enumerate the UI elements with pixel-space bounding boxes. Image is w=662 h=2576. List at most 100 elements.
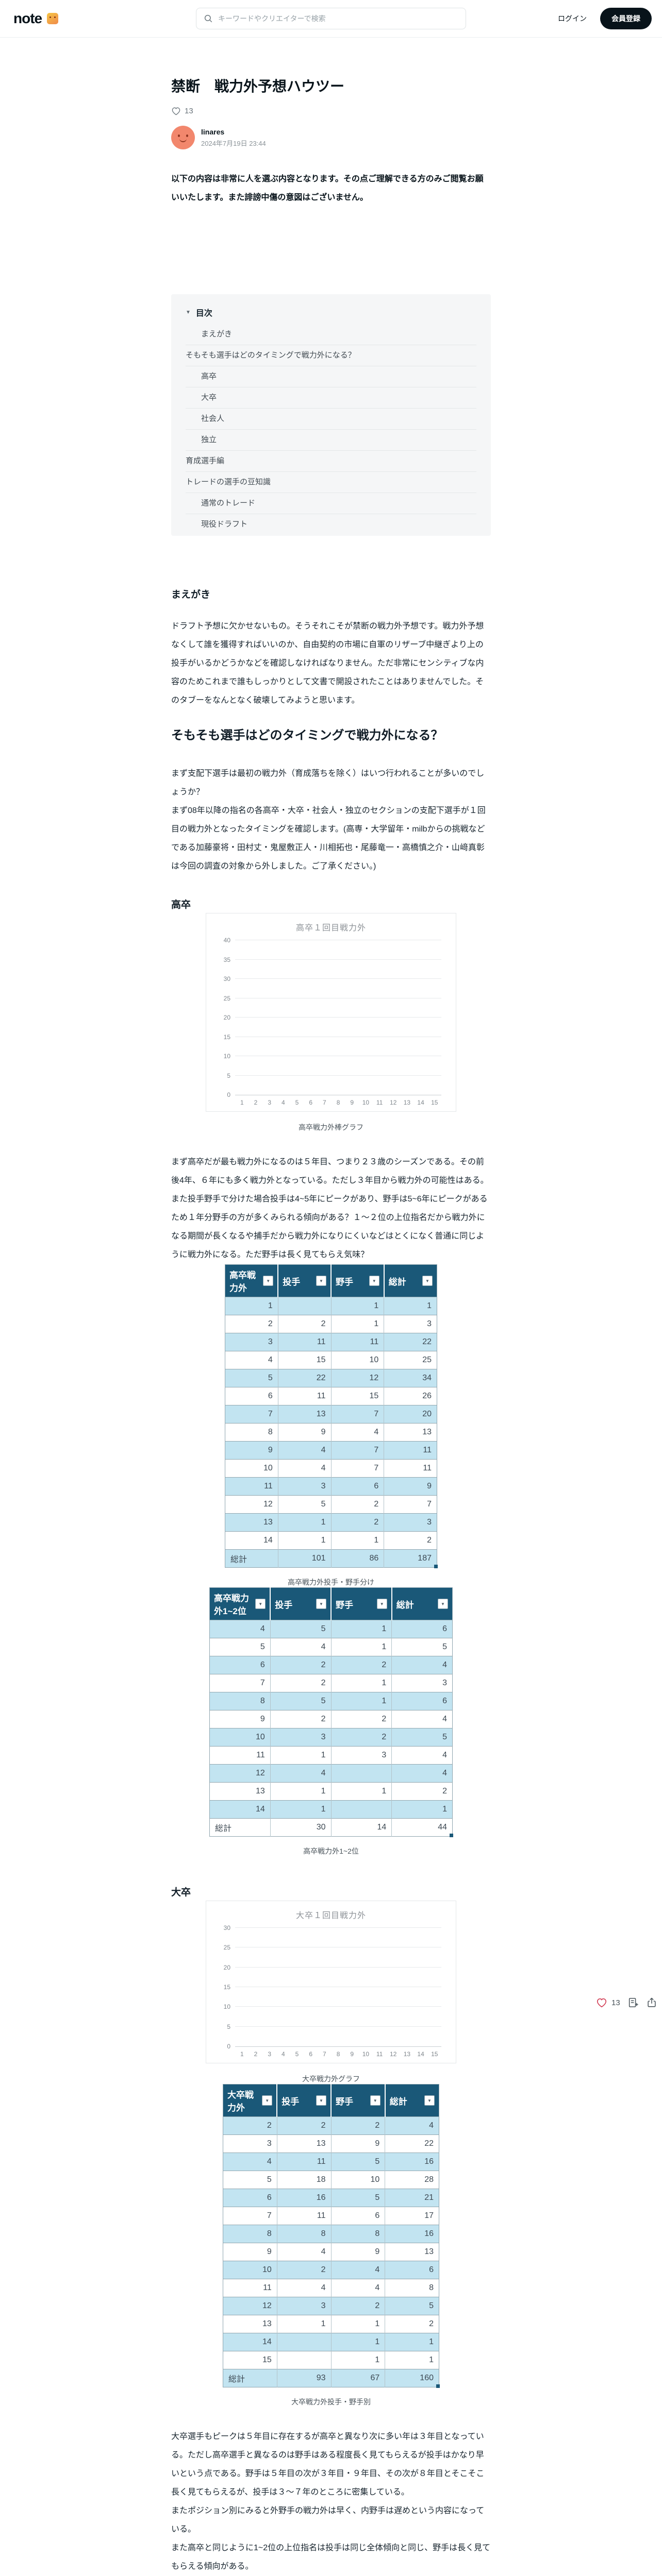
author-name[interactable]: linares: [201, 127, 225, 136]
table-row: 13 1 1 2: [209, 1782, 453, 1801]
table-resize-handle[interactable]: [450, 1834, 453, 1837]
search-input[interactable]: キーワードやクリエイターで検索: [196, 8, 466, 29]
y-axis-tick-label: 10: [223, 1053, 230, 1060]
floating-like-count: 13: [611, 1998, 620, 2007]
column-header: 高卒戦力外: [229, 1270, 256, 1293]
filter-dropdown-icon[interactable]: ▼: [255, 1599, 266, 1609]
share-icon[interactable]: [646, 1997, 657, 2008]
table-row: 13 1 1 2: [223, 2315, 439, 2333]
y-axis-tick-label: 10: [223, 2003, 230, 2011]
like-count: 13: [185, 106, 193, 115]
table-row: 7 13 7 20: [225, 1405, 437, 1423]
paragraph: ドラフト予想に欠かせないもの。そうそれこそが禁断の戦力外予想です。戦力外予想なく…: [171, 622, 484, 705]
table-row: 4 11 5 16: [223, 2153, 439, 2171]
signup-button[interactable]: 会員登録: [600, 8, 652, 29]
filter-dropdown-icon[interactable]: ▼: [422, 1276, 433, 1286]
filter-dropdown-icon[interactable]: ▼: [376, 1599, 387, 1609]
site-header: note キーワードやクリエイターで検索 ログイン 会員登録: [0, 0, 662, 38]
login-link[interactable]: ログイン: [558, 14, 587, 23]
floating-action-bar: 13: [596, 1997, 657, 2008]
table-row: 13 1 2 3: [225, 1513, 437, 1532]
chart-figure: 大卒１回目戦力外 0 5 10 15 20 25 30 1 2 3 4 5 6 7 8 9 10 11 12 13 14 1…: [206, 1901, 456, 2063]
toc-item[interactable]: 現役ドラフト: [201, 520, 248, 529]
paragraph: まず高卒だが最も戦力外になるのは５年目、つまり２３歳のシーズンである。その前後4…: [171, 1158, 489, 1259]
table-row: 6 16 5 21: [223, 2189, 439, 2207]
search-placeholder: キーワードやクリエイターで検索: [218, 14, 326, 23]
column-header: 野手: [336, 1600, 353, 1610]
filter-dropdown-icon[interactable]: ▼: [316, 1599, 326, 1609]
toc-item[interactable]: そもそも選手はどのタイミングで戦力外になる？: [186, 345, 476, 366]
toc-item[interactable]: 社会人: [186, 409, 476, 430]
filter-dropdown-icon[interactable]: ▼: [316, 1276, 326, 1286]
author-row: linares 2024年7月19日 23:44: [171, 126, 491, 149]
table-row: 9 4 9 13: [223, 2243, 439, 2261]
y-axis-tick-label: 35: [223, 956, 230, 963]
add-to-magazine-icon[interactable]: [627, 1997, 639, 2008]
table-row: 11 1 3 4: [209, 1746, 453, 1765]
chart-figure: 高卒１回目戦力外 0 5 10 15 20 25 30 35 40 1 2 3 4 5 6 7 8 9 10 11 12 1…: [206, 913, 456, 1112]
table-row: 8 8 8 16: [223, 2225, 439, 2243]
column-header: 投手: [282, 2096, 300, 2107]
filter-dropdown-icon[interactable]: ▼: [438, 1599, 448, 1609]
toc-item[interactable]: 高卒: [186, 366, 476, 387]
toc-item[interactable]: 独立: [186, 430, 476, 451]
filter-dropdown-icon[interactable]: ▼: [263, 1276, 274, 1286]
table-row: 総計 101 86 187: [225, 1549, 437, 1568]
paragraph: 大卒選手もピークは５年目に存在するが高卒と異なり次に多い年は３年目となっている。…: [171, 2432, 491, 2571]
toc-item[interactable]: 通常のトレード: [186, 493, 476, 514]
heart-icon[interactable]: [171, 106, 181, 116]
toc-item[interactable]: 大卒: [186, 387, 476, 409]
toc-list: まえがき そもそも選手はどのタイミングで戦力外になる？ 高卒 大卒 社会人 独立 育成選手編…: [186, 324, 476, 535]
table-row: 7 11 6 17: [223, 2207, 439, 2225]
table-row: 15 1 1: [223, 2351, 439, 2369]
chart-plot-area: 0 5 10 15 20 25 30: [224, 1924, 441, 2050]
note-logo[interactable]: note: [13, 10, 42, 26]
section-heading: まえがき: [171, 589, 211, 600]
like-heart-icon[interactable]: [596, 1997, 607, 2008]
table-resize-handle[interactable]: [436, 2384, 440, 2388]
toc-item[interactable]: 育成選手編: [186, 451, 476, 472]
table-row: 10 3 2 5: [209, 1728, 453, 1747]
column-header: 総計: [388, 1277, 406, 1287]
paragraph: まず支配下選手は最初の戦力外（育成落ちを除く）はいつ行われることが多いのでしょう…: [171, 769, 486, 871]
table-row: 4 15 10 25: [225, 1351, 437, 1369]
table-row: 14 1 1: [223, 2333, 439, 2351]
search-icon: [204, 14, 212, 23]
x-axis-labels: 1 2 3 4 5 6 7 8 9 10 11 12 13 14 15: [240, 2050, 438, 2058]
y-axis-tick-label: 5: [227, 1072, 230, 1079]
column-header: 総計: [389, 2096, 407, 2107]
y-axis-tick-label: 30: [223, 1924, 230, 1931]
table-row: 10 4 7 11: [225, 1459, 437, 1478]
notice-text: 以下の内容は非常に人を選ぶ内容となります。その点ご理解できる方のみご閲覧お願いい…: [171, 175, 484, 202]
publish-date: 2024年7月19日 23:44: [201, 139, 266, 147]
data-table: 大卒戦力外 ▼ 投手 ▼ 野手 ▼ 総計 ▼ 2 2 2 4 3 13 9 22 4 11 5 16 5 18 10 28 6 1…: [223, 2084, 440, 2388]
avatar[interactable]: [171, 126, 195, 149]
filter-dropdown-icon[interactable]: ▼: [424, 2095, 435, 2106]
table-row: 9 4 7 11: [225, 1441, 437, 1460]
filter-dropdown-icon[interactable]: ▼: [316, 2095, 326, 2106]
chart-plot-area: 0 5 10 15 20 25 30 35 40: [224, 937, 441, 1098]
article-body: まえがきドラフト予想に欠かせないもの。そうそれこそが禁断の戦力外予想です。戦力外…: [171, 587, 491, 2576]
table-resize-handle[interactable]: [434, 1565, 438, 1568]
filter-dropdown-icon[interactable]: ▼: [370, 2095, 380, 2106]
filter-dropdown-icon[interactable]: ▼: [369, 1276, 379, 1286]
figure-caption: 高卒戦力外投手・野手分け: [288, 1578, 374, 1586]
table-row: 総計 30 14 44: [209, 1818, 453, 1837]
table-row: 11 3 6 9: [225, 1477, 437, 1496]
article: 禁断 戦力外予想ハウツー 13 linares 2024年7月19日 23:44…: [171, 37, 491, 2576]
table-row: 11 4 4 8: [223, 2279, 439, 2297]
y-axis-tick-label: 25: [223, 994, 230, 1002]
filter-dropdown-icon[interactable]: ▼: [262, 2095, 273, 2106]
toc-item[interactable]: まえがき: [186, 324, 476, 345]
chevron-down-icon: ▼: [186, 309, 191, 315]
toc-header[interactable]: ▼ 目次: [186, 306, 476, 319]
toc-item[interactable]: トレードの選手の豆知識: [186, 472, 476, 493]
table-row: 5 18 10 28: [223, 2171, 439, 2189]
section-heading: 高卒: [171, 900, 191, 910]
like-row: 13: [171, 105, 491, 116]
y-axis-tick-label: 15: [223, 1033, 230, 1041]
